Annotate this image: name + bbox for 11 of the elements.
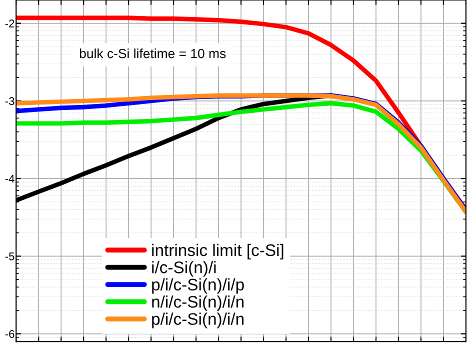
legend-label: n/i/c-Si(n)/i/n (152, 295, 244, 312)
legend-label: p/i/c-Si(n)/i/n (152, 312, 244, 328)
y-tick-label: -6 (5, 330, 14, 338)
y-tick-label: -4 (5, 174, 14, 183)
legend-label: intrinsic limit [c-Si] (152, 244, 284, 260)
y-tick-label: -2 (5, 20, 14, 28)
legend-label: p/i/c-Si(n)/i/p (152, 278, 244, 294)
y-tick-label: -5 (5, 252, 14, 260)
annotation: bulk c-Si lifetime = 10 ms (80, 48, 226, 58)
legend-label: i/c-Si(n)/i (152, 261, 216, 277)
y-tick-label: -3 (5, 97, 14, 106)
